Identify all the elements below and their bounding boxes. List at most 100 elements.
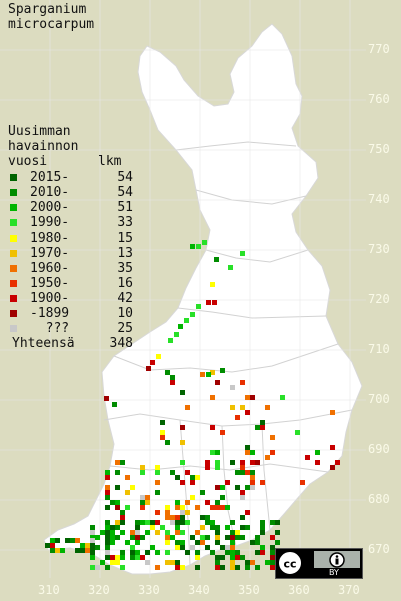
observation-square	[215, 485, 220, 490]
observation-square	[206, 372, 211, 377]
observation-square	[100, 530, 105, 535]
observation-square	[260, 480, 265, 485]
observation-square	[105, 565, 110, 570]
observation-square	[225, 535, 230, 540]
y-grid-label: 710	[368, 342, 390, 356]
observation-square	[174, 332, 179, 337]
observation-square	[90, 555, 95, 560]
observation-square	[120, 555, 125, 560]
legend-count: 54	[117, 170, 133, 185]
observation-square	[105, 550, 110, 555]
observation-square	[245, 450, 250, 455]
observation-square	[175, 525, 180, 530]
legend-row: 2000- 51	[8, 200, 133, 215]
legend-count: 10	[117, 306, 133, 321]
observation-square	[240, 490, 245, 495]
y-grid-label: 770	[368, 42, 390, 56]
observation-square	[170, 515, 175, 520]
legend-row: ??? 25	[8, 321, 133, 336]
observation-square	[115, 535, 120, 540]
legend-heading-line2: havainnon	[8, 139, 79, 154]
observation-square	[270, 550, 275, 555]
observation-square	[95, 565, 100, 570]
observation-square	[140, 495, 145, 500]
cc-icon: cc	[277, 550, 303, 576]
observation-square	[330, 445, 335, 450]
observation-square	[225, 480, 230, 485]
observation-square	[195, 555, 200, 560]
observation-square	[330, 465, 335, 470]
observation-square	[160, 525, 165, 530]
observation-square	[155, 480, 160, 485]
legend-count: 33	[117, 215, 133, 230]
observation-square	[240, 380, 245, 385]
observation-square	[240, 465, 245, 470]
observation-square	[235, 530, 240, 535]
observation-square	[220, 430, 225, 435]
legend-count: 15	[117, 231, 133, 246]
observation-square	[155, 490, 160, 495]
observation-square	[50, 548, 55, 553]
observation-square	[230, 385, 235, 390]
observation-square	[245, 485, 250, 490]
y-grid-label: 720	[368, 292, 390, 306]
legend-count: 54	[117, 185, 133, 200]
observation-square	[260, 520, 265, 525]
observation-square	[260, 420, 265, 425]
observation-square	[240, 251, 245, 256]
observation-square	[185, 520, 190, 525]
observation-square	[245, 445, 250, 450]
observation-square	[115, 525, 120, 530]
observation-square	[130, 485, 135, 490]
observation-square	[70, 538, 75, 543]
observation-square	[265, 405, 270, 410]
observation-square	[215, 525, 220, 530]
observation-square	[180, 425, 185, 430]
observation-square	[115, 555, 120, 560]
legend-swatch	[10, 295, 17, 302]
observation-square	[230, 550, 235, 555]
observation-square	[165, 440, 170, 445]
observation-square	[200, 540, 205, 545]
observation-square	[178, 324, 183, 329]
legend-label: 2010-	[30, 185, 70, 200]
observation-square	[300, 480, 305, 485]
observation-square	[250, 450, 255, 455]
observation-square	[235, 555, 240, 560]
legend-swatch	[10, 325, 17, 332]
observation-square	[180, 505, 185, 510]
observation-square	[255, 535, 260, 540]
legend-row: 2015- 54	[8, 170, 133, 185]
observation-square	[110, 535, 115, 540]
legend-label: -1899	[30, 306, 70, 321]
observation-square	[160, 435, 165, 440]
observation-square	[115, 470, 120, 475]
observation-square	[115, 520, 120, 525]
observation-square	[206, 300, 211, 305]
observation-square	[210, 525, 215, 530]
observation-square	[165, 505, 170, 510]
observation-square	[175, 530, 180, 535]
observation-square	[135, 520, 140, 525]
observation-square	[105, 520, 110, 525]
legend-label: 1990-	[30, 215, 70, 230]
y-grid-label: 740	[368, 192, 390, 206]
observation-square	[180, 540, 185, 545]
observation-square	[255, 540, 260, 545]
observation-square	[90, 543, 95, 548]
observation-square	[145, 530, 150, 535]
observation-square	[215, 560, 220, 565]
observation-square	[105, 545, 110, 550]
y-grid-label: 670	[368, 542, 390, 556]
observation-square	[335, 460, 340, 465]
observation-square	[240, 460, 245, 465]
observation-square	[212, 300, 217, 305]
observation-square	[180, 515, 185, 520]
observation-square	[50, 538, 55, 543]
legend-row: 1960- 35	[8, 261, 133, 276]
observation-square	[250, 475, 255, 480]
observation-square	[245, 560, 250, 565]
observation-square	[160, 430, 165, 435]
observation-square	[165, 540, 170, 545]
observation-square	[190, 535, 195, 540]
